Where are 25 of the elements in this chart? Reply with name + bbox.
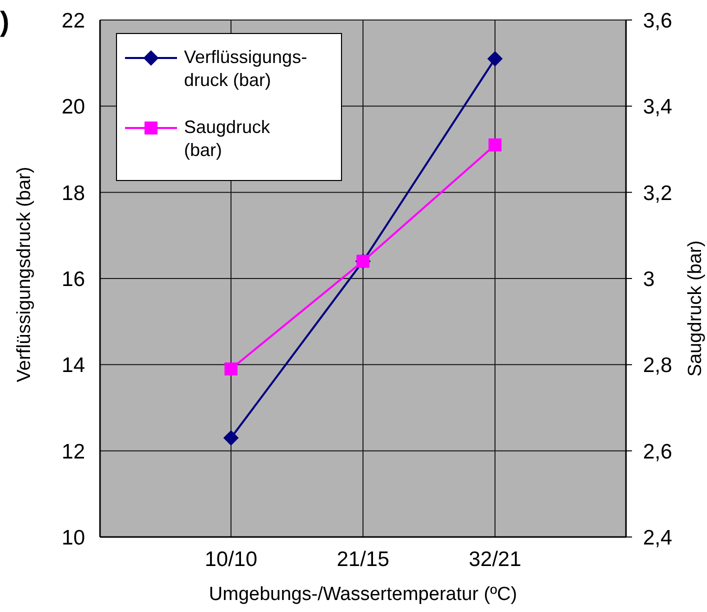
x-tick-label: 32/21 bbox=[468, 548, 522, 571]
y-tick-label: 12 bbox=[62, 440, 85, 464]
y2-tick-label: 3,2 bbox=[643, 182, 672, 205]
y-tick-label: 14 bbox=[62, 354, 86, 378]
y-tick-label: 22 bbox=[62, 9, 85, 32]
y-tick-label: 18 bbox=[62, 182, 85, 205]
y2-tick-label: 3 bbox=[643, 268, 655, 291]
y-tick-label: 16 bbox=[62, 268, 85, 291]
y2-tick-label: 3,6 bbox=[643, 9, 672, 32]
y-axis-title: Verflüssigungsdruck (bar) bbox=[14, 166, 34, 382]
x-axis-title: Umgebungs-/Wassertemperatur (ºC) bbox=[208, 584, 518, 605]
y-tick-label: 10 bbox=[62, 526, 85, 550]
y2-tick-label: 2,4 bbox=[643, 526, 673, 550]
y2-axis-title: Saugdruck (bar) bbox=[684, 240, 706, 377]
legend-label: Saugdruck (bar) bbox=[184, 116, 270, 162]
y2-tick-label: 2,6 bbox=[643, 440, 672, 464]
y2-tick-label: 3,4 bbox=[643, 96, 673, 119]
point bbox=[224, 362, 238, 376]
x-tick-label: 10/10 bbox=[204, 548, 258, 571]
x-tick-label: 21/15 bbox=[336, 548, 390, 571]
y-tick-label: 20 bbox=[62, 96, 85, 119]
text: ) bbox=[0, 6, 10, 38]
y2-tick-label: 2,8 bbox=[643, 354, 672, 378]
point bbox=[488, 138, 502, 152]
legend-label: Verflüssigungs-druck (bar) bbox=[184, 46, 308, 92]
